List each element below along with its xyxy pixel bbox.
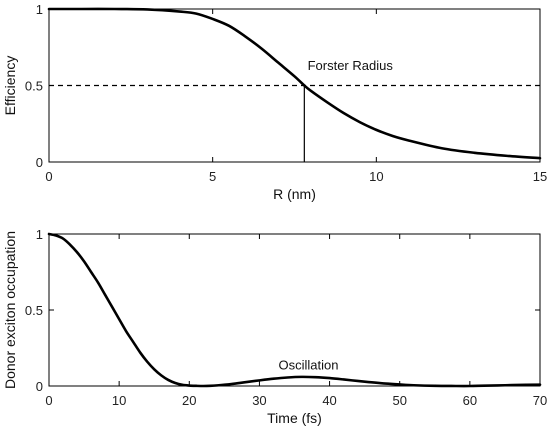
efficiency-x-tick-label: 5: [209, 169, 216, 184]
efficiency-x-tick-label: 0: [45, 169, 52, 184]
occupation-x-tick-label: 70: [533, 393, 547, 408]
occupation-y-tick-label: 0.5: [25, 303, 43, 318]
occupation-y-tick-label: 0: [36, 379, 43, 394]
efficiency-x-axis-label: R (nm): [273, 186, 316, 202]
occupation-y-axis-label: Donor exciton occupation: [2, 231, 18, 389]
occupation-x-tick-label: 10: [112, 393, 126, 408]
occupation-series-line: [47, 232, 542, 388]
occupation-panel: 0 10 20 30 40 50 60 70 0 0.5 1 Time (fs) Donor excit…: [2, 227, 547, 426]
efficiency-annotation: Forster Radius: [308, 58, 394, 73]
occupation-x-tick-label: 40: [322, 393, 336, 408]
efficiency-y-tick-label: 1: [36, 2, 43, 17]
occupation-y-tick-label: 1: [36, 227, 43, 242]
efficiency-y-tick-label: 0.5: [25, 79, 43, 94]
occupation-x-tick-label: 50: [392, 393, 406, 408]
efficiency-series-line: [47, 7, 542, 160]
occupation-x-tick-label: 30: [252, 393, 266, 408]
efficiency-x-tick-label: 15: [533, 169, 547, 184]
efficiency-x-tick-label: 10: [369, 169, 383, 184]
efficiency-y-axis-label: Efficiency: [2, 56, 18, 116]
efficiency-panel: 0 5 10 15 0 0.5 1 R (nm) Efficiency Forster Radiu…: [2, 2, 547, 202]
occupation-x-tick-label: 20: [182, 393, 196, 408]
efficiency-y-tick-label: 0: [36, 155, 43, 170]
occupation-x-axis-label: Time (fs): [267, 410, 322, 426]
occupation-x-tick-label: 0: [45, 393, 52, 408]
occupation-x-tick-label: 60: [463, 393, 477, 408]
occupation-annotation: Oscillation: [279, 357, 339, 372]
